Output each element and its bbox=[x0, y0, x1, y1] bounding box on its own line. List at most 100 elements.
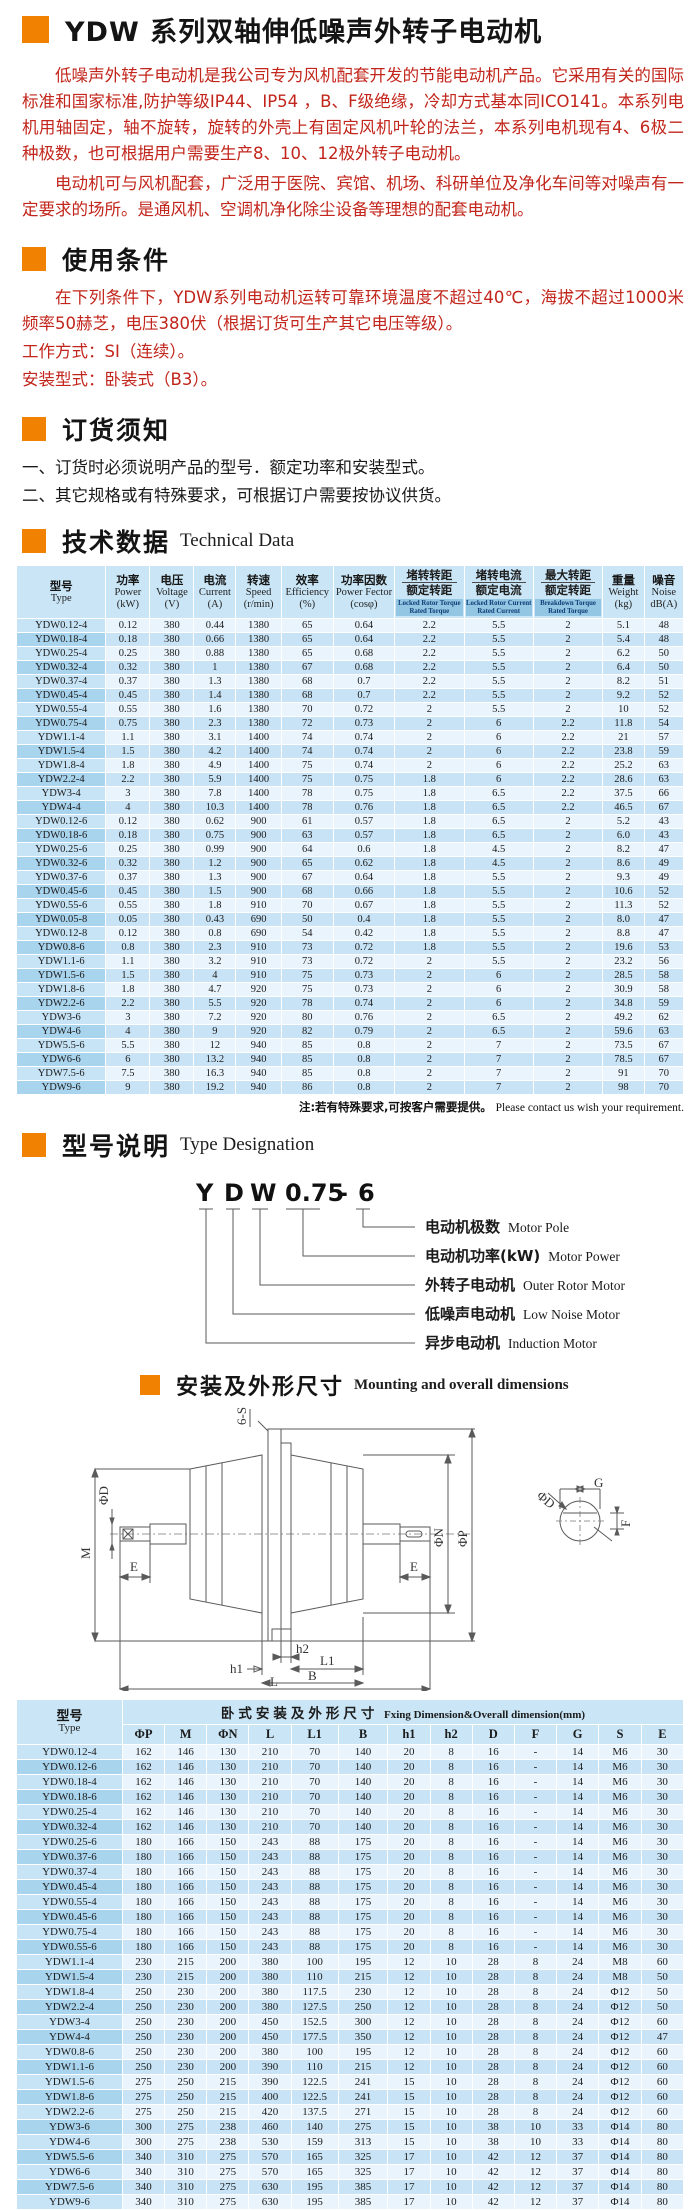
table-cell: 80 bbox=[640, 2164, 685, 2181]
code-part-Y: Y bbox=[195, 1179, 214, 1207]
table-cell: 1.8 bbox=[394, 926, 465, 942]
table-cell: 243 bbox=[248, 1849, 292, 1866]
table-row: YDW0.45-4 0.45 380 1.4 1380 68 0.7 2.2 5.5 2 9.2 52 bbox=[15, 688, 685, 704]
col-speed: 转速 Speed (r/min) bbox=[235, 564, 282, 620]
table-cell: - bbox=[513, 1804, 558, 1821]
table-cell: 7 bbox=[463, 1080, 534, 1096]
dim-col-L1: L1 bbox=[290, 1724, 339, 1746]
table-cell: 0.57 bbox=[332, 814, 396, 830]
table-cell: YDW0.12-6 bbox=[16, 1759, 123, 1776]
table-cell: 1.1 bbox=[105, 954, 151, 970]
table-cell: 88 bbox=[290, 1939, 339, 1956]
table-cell: 8 bbox=[429, 1804, 473, 1821]
table-cell: 67 bbox=[643, 1038, 685, 1054]
table-cell: 8 bbox=[429, 1864, 473, 1881]
table-cell: 275 bbox=[206, 2194, 250, 2210]
table-cell: YDW0.55-6 bbox=[16, 1939, 123, 1956]
table-cell: 0.55 bbox=[105, 702, 151, 718]
table-cell: 75 bbox=[280, 772, 334, 788]
table-cell: 72 bbox=[280, 716, 334, 732]
table-cell: 210 bbox=[248, 1759, 292, 1776]
table-cell: 65 bbox=[280, 618, 334, 634]
table-cell: YDW1.8-4 bbox=[15, 758, 107, 774]
table-cell: 4 bbox=[193, 968, 237, 984]
table-cell: 2 bbox=[532, 1038, 604, 1054]
table-cell: 380 bbox=[149, 898, 195, 914]
table-cell: 6 bbox=[463, 730, 534, 746]
table-cell: 0.72 bbox=[332, 702, 396, 718]
table-cell: 310 bbox=[164, 2194, 208, 2210]
table-cell: 2 bbox=[532, 828, 604, 844]
table-row: YDW0.32-6 0.32 380 1.2 900 65 0.62 1.8 4.5 2 8.6 49 bbox=[15, 856, 685, 872]
table-cell: 6.2 bbox=[602, 646, 645, 662]
table-cell: 230 bbox=[337, 1984, 389, 2001]
table-cell: 0.12 bbox=[105, 926, 151, 942]
table-cell: 1400 bbox=[235, 758, 282, 774]
table-cell: 2 bbox=[394, 1080, 465, 1096]
table-cell: 16 bbox=[471, 1864, 515, 1881]
table-cell: 8.0 bbox=[602, 912, 645, 928]
table-cell: 30 bbox=[640, 1924, 685, 1941]
table-cell: 1.8 bbox=[394, 870, 465, 886]
usage-heading: 使用条件 bbox=[62, 246, 171, 275]
table-cell: 300 bbox=[121, 2119, 166, 2136]
table-cell: YDW0.37-6 bbox=[16, 1849, 123, 1866]
table-cell: - bbox=[513, 1924, 558, 1941]
table-cell: 2.2 bbox=[394, 646, 465, 662]
table-cell: 2 bbox=[394, 716, 465, 732]
table-cell: YDW2.2-4 bbox=[16, 1999, 123, 2016]
table-cell: 0.88 bbox=[193, 646, 237, 662]
table-cell: 380 bbox=[149, 814, 195, 830]
table-cell: 5.5 bbox=[463, 926, 534, 942]
table-cell: 37.5 bbox=[602, 786, 645, 802]
table-cell: 68 bbox=[280, 884, 334, 900]
table-cell: 390 bbox=[248, 2059, 292, 2076]
col-weight: 重量 Weight (kg) bbox=[602, 564, 645, 620]
table-cell: 20 bbox=[387, 1939, 431, 1956]
table-cell: 48 bbox=[643, 632, 685, 648]
table-cell: 2.3 bbox=[193, 716, 237, 732]
table-cell: 690 bbox=[235, 926, 282, 942]
table-cell: 152.5 bbox=[290, 2014, 339, 2031]
table-cell: 110 bbox=[290, 1969, 339, 1986]
table-cell: 46.5 bbox=[602, 800, 645, 816]
dim-L: L bbox=[270, 1674, 278, 1689]
table-cell: 7.5 bbox=[105, 1066, 151, 1082]
table-cell: 70 bbox=[280, 702, 334, 718]
table-cell: 67 bbox=[643, 1052, 685, 1068]
table-cell: 12 bbox=[513, 2164, 558, 2181]
table-cell: 340 bbox=[121, 2194, 166, 2210]
table-cell: 380 bbox=[149, 758, 195, 774]
table-cell: YDW3-6 bbox=[15, 1010, 107, 1026]
table-cell: 17 bbox=[387, 2179, 431, 2196]
table-cell: 0.76 bbox=[332, 1010, 396, 1026]
dim-B: B bbox=[308, 1668, 317, 1683]
table-cell: 75 bbox=[280, 758, 334, 774]
table-cell: 28 bbox=[471, 2074, 515, 2091]
table-cell: M8 bbox=[598, 1969, 642, 1986]
orange-square-icon bbox=[140, 1375, 160, 1396]
table-cell: 180 bbox=[121, 1849, 166, 1866]
table-cell: 63 bbox=[643, 758, 685, 774]
table-cell: 0.12 bbox=[105, 618, 151, 634]
table-cell: 900 bbox=[235, 856, 282, 872]
table-cell: 2.2 bbox=[394, 632, 465, 648]
table-cell: 380 bbox=[149, 954, 195, 970]
table-cell: 8 bbox=[429, 1909, 473, 1926]
table-row: YDW3-4 3 380 7.8 1400 78 0.75 1.8 6.5 2.2 37.5 66 bbox=[15, 786, 685, 802]
table-cell: 67 bbox=[643, 800, 685, 816]
table-cell: 243 bbox=[248, 1834, 292, 1851]
table-cell: 30 bbox=[640, 1894, 685, 1911]
table-cell: 920 bbox=[235, 982, 282, 998]
table-cell: 150 bbox=[206, 1849, 250, 1866]
table-cell: 15 bbox=[387, 2119, 431, 2136]
code-ticks bbox=[199, 1208, 370, 1216]
table-cell: 30 bbox=[640, 1819, 685, 1836]
table-cell: 14 bbox=[556, 1909, 600, 1926]
table-cell: 140 bbox=[337, 1744, 389, 1761]
table-cell: 2 bbox=[532, 1024, 604, 1040]
table-cell: 74 bbox=[280, 730, 334, 746]
table-cell: 5.5 bbox=[463, 954, 534, 970]
